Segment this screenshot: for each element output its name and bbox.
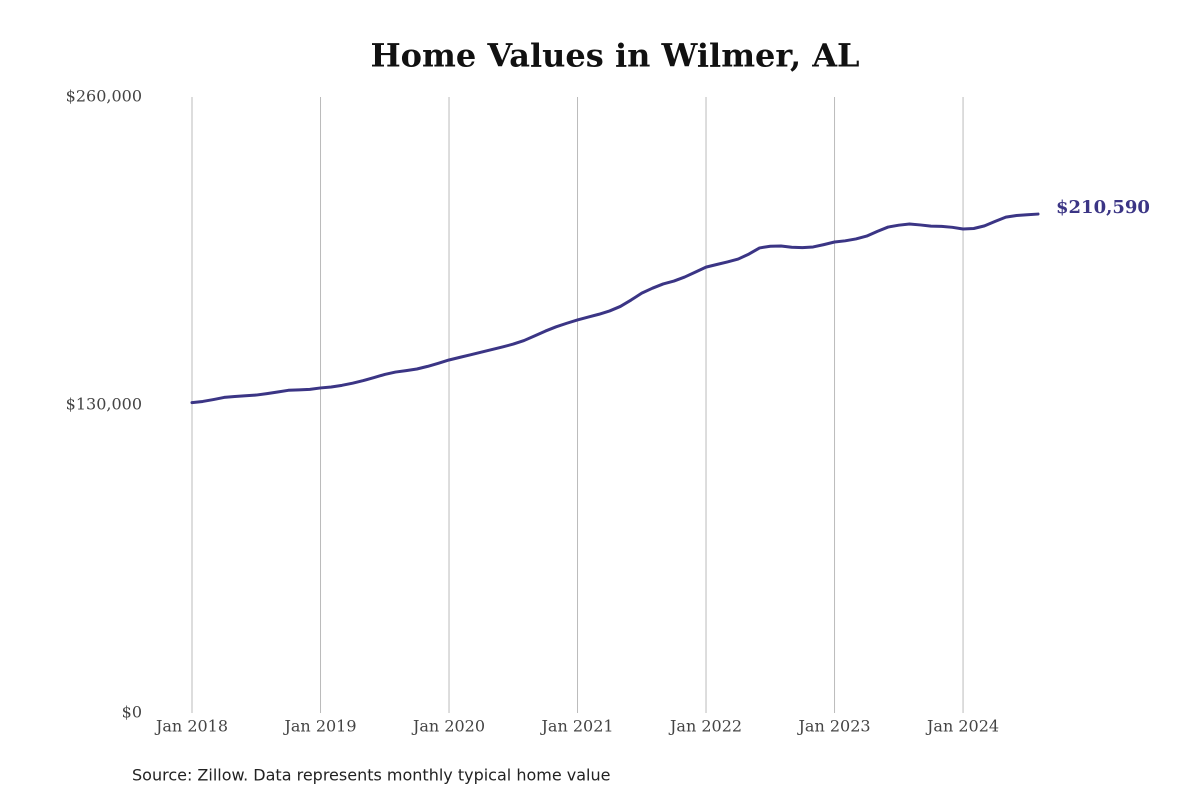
- x-tick-label: Jan 2018: [154, 717, 228, 736]
- x-tick-label: Jan 2024: [925, 717, 999, 736]
- source-note: Source: Zillow. Data represents monthly …: [132, 766, 610, 785]
- x-tick-label: Jan 2023: [797, 717, 871, 736]
- end-value-label: $210,590: [1056, 197, 1150, 218]
- chart-title: Home Values in Wilmer, AL: [370, 37, 859, 75]
- x-tick-label: Jan 2022: [668, 717, 742, 736]
- y-tick-label: $0: [122, 703, 142, 722]
- data-line: [190, 212, 1040, 405]
- y-tick-label: $130,000: [66, 395, 142, 414]
- y-tick-label: $260,000: [66, 87, 142, 106]
- x-tick-label: Jan 2020: [411, 717, 485, 736]
- x-tick-label: Jan 2019: [282, 717, 356, 736]
- x-tick-label: Jan 2021: [539, 717, 613, 736]
